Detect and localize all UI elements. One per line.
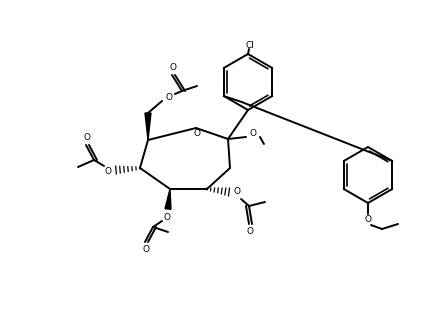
Text: O: O <box>364 215 371 223</box>
Text: O: O <box>194 129 201 137</box>
Text: O: O <box>165 94 172 102</box>
Polygon shape <box>165 189 171 209</box>
Text: Cl: Cl <box>246 40 254 50</box>
Text: O: O <box>105 167 111 175</box>
Polygon shape <box>145 113 151 140</box>
Text: O: O <box>246 228 253 236</box>
Text: O: O <box>169 63 176 71</box>
Text: O: O <box>234 187 241 197</box>
Text: O: O <box>84 132 91 142</box>
Text: O: O <box>249 130 257 138</box>
Text: O: O <box>143 246 150 254</box>
Text: O: O <box>164 212 170 222</box>
